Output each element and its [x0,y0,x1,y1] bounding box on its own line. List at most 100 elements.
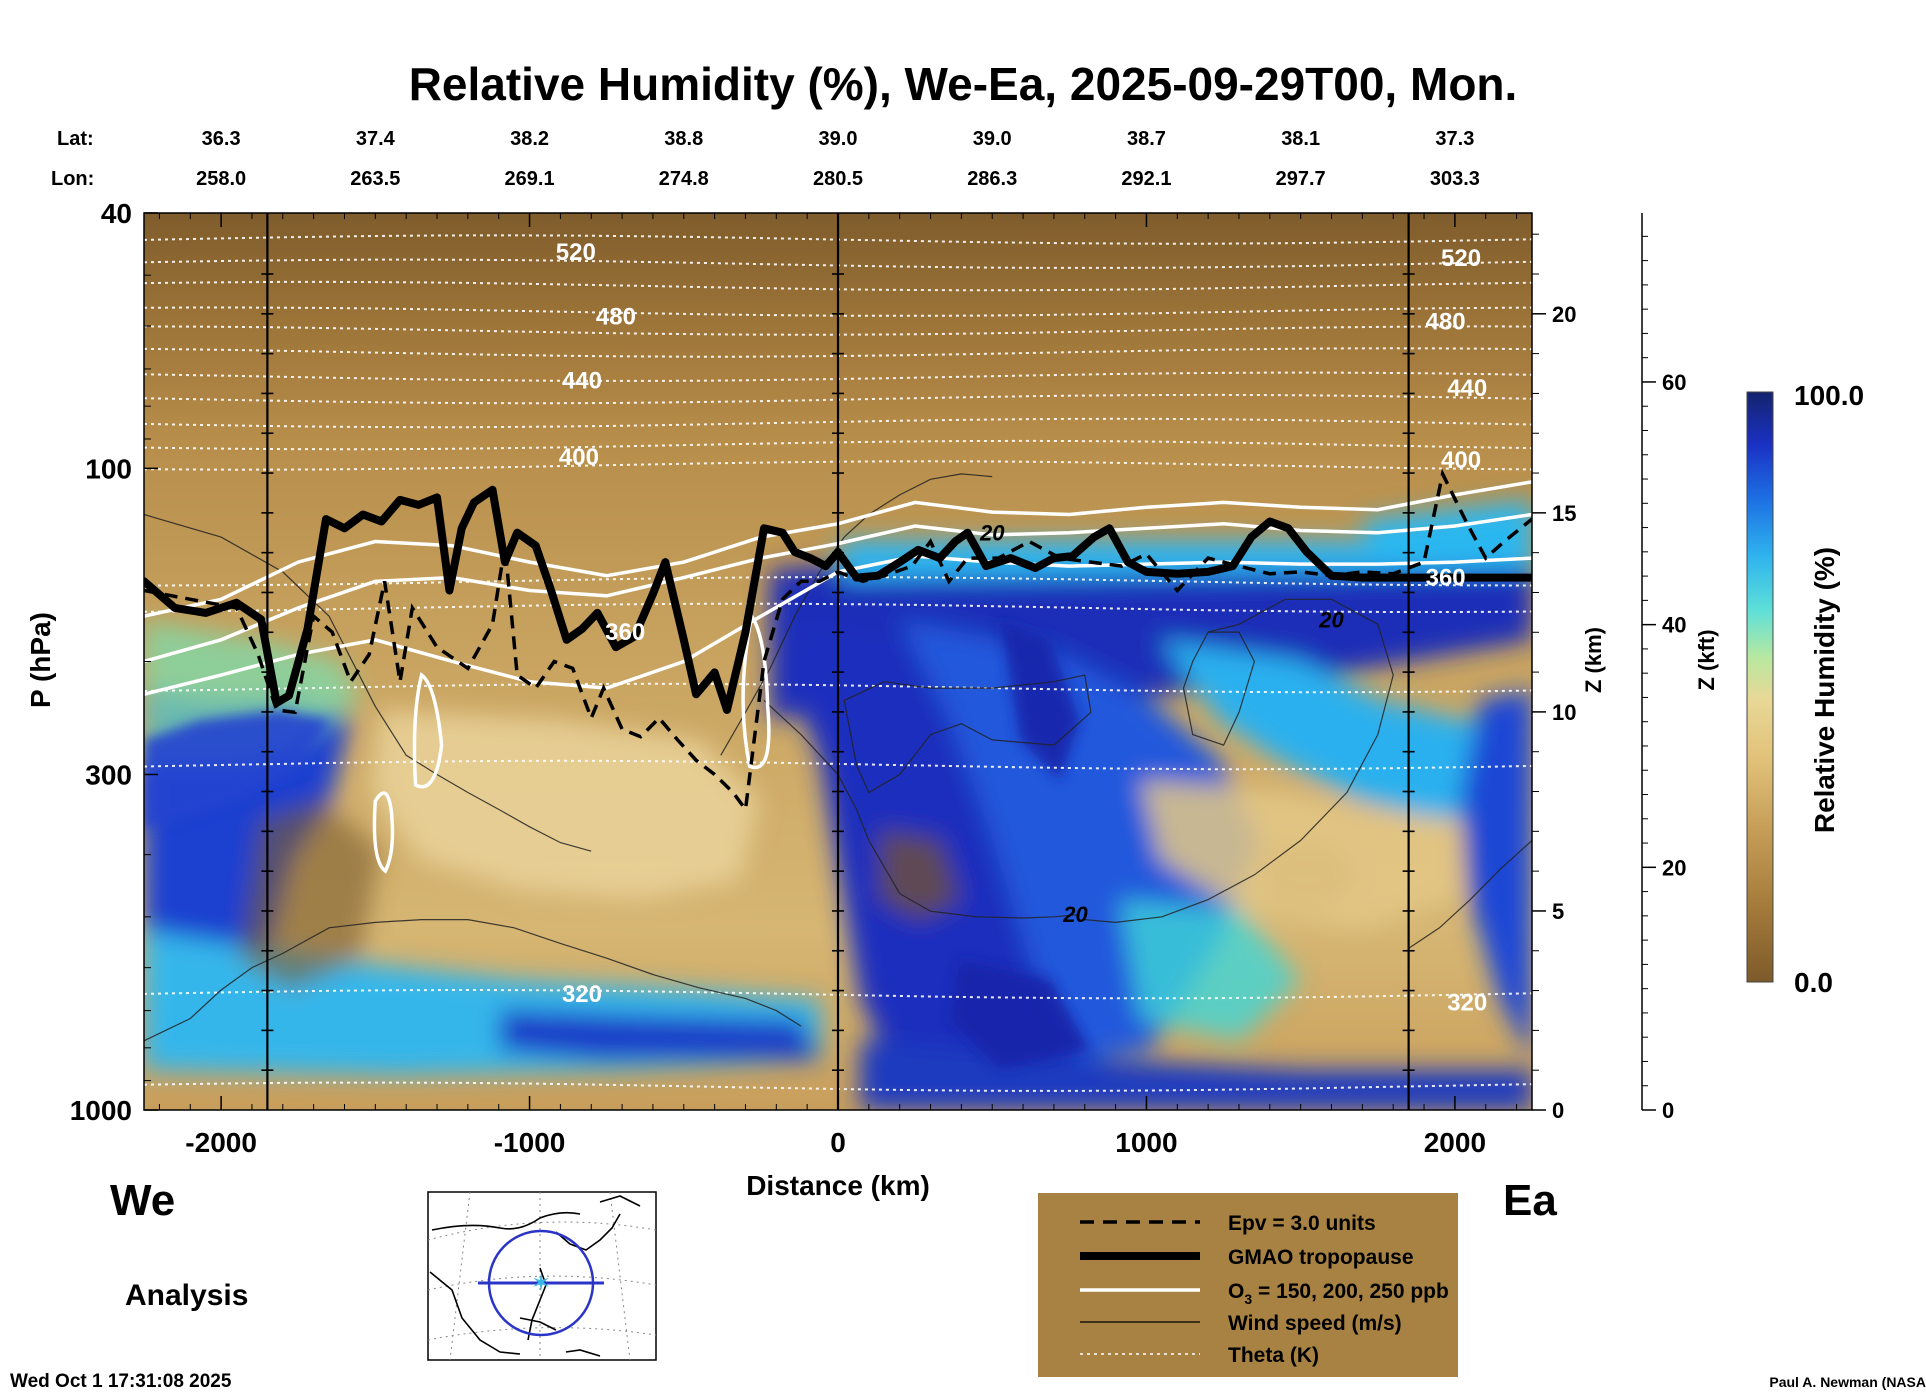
lon-value: 274.8 [659,168,709,190]
tropopause-line [144,485,1532,714]
epv-contour-line [144,468,1532,814]
theta-contour-label: 360 [1426,565,1466,592]
colorbar-gradient [1746,391,1774,983]
lat-label: Lat: [57,128,94,150]
x-tick-label: 1000 [1115,1127,1177,1158]
east-label: Ea [1503,1176,1557,1225]
inset-map-center-marker: ✶ [531,1270,551,1297]
inset-map-grid [427,1191,657,1361]
wind-contour-line [144,919,802,1042]
legend: Epv = 3.0 units GMAO tropopause O3 = 150… [1038,1193,1458,1377]
x-tick-label: 2000 [1424,1127,1486,1158]
z-kft-axis: 0 20 40 60 [1641,213,1686,1123]
ozone-loop [741,611,771,770]
lon-value: 292.1 [1121,168,1171,190]
inset-map-coastlines [429,1195,641,1357]
colorbar-title: Relative Humidity (%) [1809,547,1840,833]
z-km-tick-label: 20 [1552,302,1576,327]
lon-value: 280.5 [813,168,863,190]
legend-theta-label: Theta (K) [1228,1344,1319,1367]
z-km-tick-label: 0 [1552,1098,1564,1123]
lat-value: 36.3 [202,128,241,150]
lat-value: 38.7 [1127,128,1166,150]
legend-ozone-values: = 150, 200, 250 ppb [1252,1280,1449,1303]
lat-value: 39.0 [819,128,858,150]
theta-contour-label: 440 [1447,375,1487,402]
z-km-tick-label: 10 [1552,700,1576,725]
y-tick-label: 100 [85,453,132,484]
z-kft-tick-label: 20 [1662,855,1686,880]
analysis-label: Analysis [125,1279,248,1312]
theta-contour-label: 520 [556,239,596,266]
z-km-tick-label: 15 [1552,501,1576,526]
lon-value: 303.3 [1430,168,1480,190]
legend-tropopause-label: GMAO tropopause [1228,1246,1414,1269]
lon-value: 258.0 [196,168,246,190]
colorbar-max-label: 100.0 [1794,380,1864,411]
z-km-axis: 0 5 10 15 20 [1532,233,1576,1123]
theta-contour-label: 360 [605,619,645,646]
lon-label: Lon: [51,168,94,190]
x-tick-label: -1000 [494,1127,566,1158]
y-tick-label: 300 [85,759,132,790]
x-axis: -2000 -1000 0 1000 2000 [158,213,1518,1158]
x-tick-label: 0 [830,1127,846,1158]
y-tick-label: 1000 [70,1095,132,1126]
wind-contour-label: 20 [979,521,1005,546]
theta-contour-label: 320 [1447,990,1487,1017]
theta-contour-label: 440 [562,368,602,395]
lat-value: 39.0 [973,128,1012,150]
z-kft-tick-label: 60 [1662,370,1686,395]
lon-value: 263.5 [350,168,400,190]
legend-ozone-label: O3 = 150, 200, 250 ppb [1228,1280,1449,1307]
z-kft-tick-label: 0 [1662,1098,1674,1123]
wind-contour-line [1084,598,1394,924]
colorbar-min-label: 0.0 [1794,967,1833,998]
wind-speed-contours [144,473,1532,1042]
legend-ozone-subscript: 3 [1244,1291,1252,1307]
ozone-loop [412,672,444,789]
credit-line: Paul A. Newman (NASA [1769,1374,1926,1390]
lat-lon-header: Lat: Lon: 36.3 258.0 37.4 263.5 38.2 269.1 38.… [51,128,1480,190]
tropopause-line-path [144,485,1532,714]
theta-contour-label: 520 [1441,245,1481,272]
lon-value: 269.1 [505,168,555,190]
wind-contour-line [720,473,993,756]
z-kft-axis-title: Z (kft) [1694,629,1719,690]
epv-contour [144,468,1532,814]
lat-value: 37.4 [356,128,396,150]
legend-epv-label: Epv = 3.0 units [1228,1212,1376,1235]
wind-contour-label: 20 [1318,607,1344,632]
wind-contour-line [1182,631,1256,746]
wind-contour-label: 20 [1062,902,1088,927]
legend-wind-label: Wind speed (m/s) [1228,1312,1402,1335]
chart-title: Relative Humidity (%), We-Ea, 2025-09-29… [409,58,1518,110]
colorbar: 100.0 0.0 Relative Humidity (%) [1746,380,1864,998]
plot-area: 520 480 440 400 360 320 520 480 440 400 360 320 20 20… [144,213,1532,1110]
lat-value: 38.2 [510,128,549,150]
theta-contour-label: 480 [596,304,636,331]
ozone-loop [372,791,395,874]
wind-contour-line [843,674,1092,794]
wind-contour-line [144,513,592,852]
inset-map: ✶ [427,1191,657,1361]
theta-contour-label: 400 [559,444,599,471]
wind-contour-line [763,699,1079,919]
theta-contour-label: 320 [562,981,602,1008]
lat-value: 37.3 [1435,128,1474,150]
wind-contour-line [1408,839,1532,949]
x-axis-title: Distance (km) [746,1170,930,1201]
timestamp: Wed Oct 1 17:31:08 2025 [10,1371,232,1392]
theta-contour-label: 480 [1426,308,1466,335]
vertical-markers [261,213,1415,1110]
lon-value: 297.7 [1276,168,1326,190]
theta-contour-label: 400 [1441,447,1481,474]
x-tick-label: -2000 [185,1127,257,1158]
lat-value: 38.1 [1281,128,1320,150]
y-axis-title: P (hPa) [25,612,56,708]
lon-value: 286.3 [967,168,1017,190]
legend-ozone-symbol: O [1228,1280,1244,1303]
z-km-axis-title: Z (km) [1581,627,1606,693]
